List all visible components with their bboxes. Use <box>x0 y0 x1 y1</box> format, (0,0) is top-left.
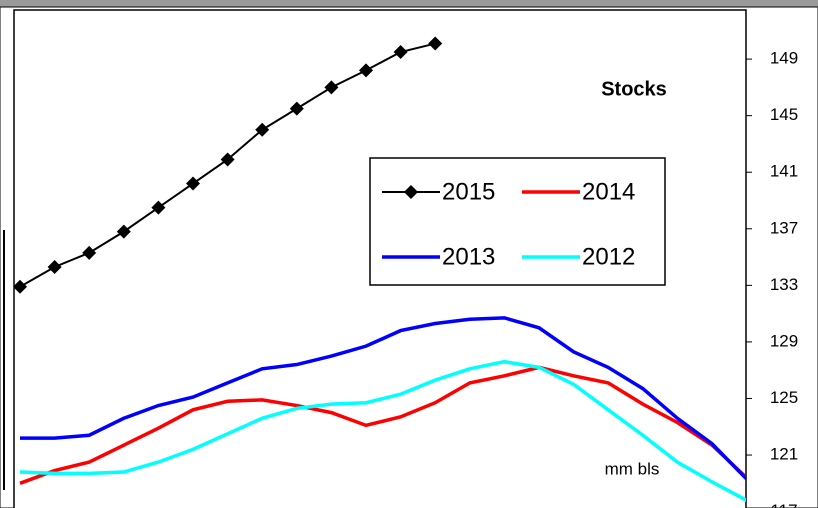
y-tick-label: 121 <box>770 445 798 464</box>
y-tick-label: 141 <box>770 162 798 181</box>
legend-label: 2012 <box>582 243 635 270</box>
marker <box>255 122 270 137</box>
legend-marker <box>404 185 418 199</box>
marker <box>289 101 304 116</box>
marker <box>428 36 443 51</box>
marker <box>220 152 235 167</box>
marker <box>116 224 131 239</box>
marker <box>186 176 200 191</box>
legend-label: 2015 <box>442 178 495 205</box>
series-line <box>20 316 746 481</box>
y-tick-label: 129 <box>770 331 798 350</box>
frame <box>0 6 818 508</box>
marker <box>324 80 339 95</box>
annotation: Stocks <box>601 78 667 100</box>
marker <box>14 279 27 294</box>
legend-label: 2013 <box>442 243 495 270</box>
series-line <box>19 365 746 485</box>
annotation: mm bls <box>605 459 660 478</box>
legend <box>369 157 666 286</box>
marker <box>47 259 62 274</box>
marker <box>393 45 408 60</box>
marker <box>359 63 373 78</box>
marker <box>151 200 166 215</box>
marker <box>82 245 97 260</box>
series-group <box>14 36 746 502</box>
legend-label: 2014 <box>582 178 635 205</box>
y-tick-label: 145 <box>770 105 798 124</box>
y-tick-label: 117 <box>770 501 797 508</box>
y-tick-label: 137 <box>770 218 798 237</box>
y-tick-label: 133 <box>770 275 798 294</box>
series-line <box>19 359 746 502</box>
y-tick-label: 125 <box>770 388 798 407</box>
y-tick-label: 149 <box>770 49 798 68</box>
top-bar <box>0 0 818 7</box>
